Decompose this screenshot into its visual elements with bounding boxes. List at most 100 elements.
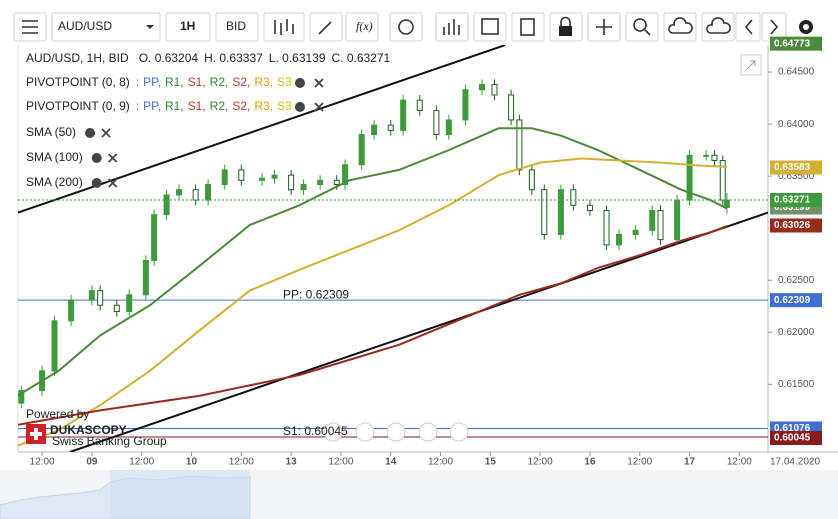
settings-icon — [91, 178, 102, 188]
candle-body — [703, 154, 710, 157]
prev-button[interactable] — [735, 12, 761, 42]
info-icon — [398, 19, 414, 35]
price-tag — [770, 218, 822, 233]
sma-legend: SMA (200) — [26, 175, 83, 189]
settings-icon — [85, 128, 96, 138]
price-tag — [770, 160, 822, 175]
candle-body — [151, 214, 158, 261]
x-tick-label: 12:00 — [30, 457, 55, 468]
chart-type-button[interactable] — [263, 12, 305, 42]
candle-body — [570, 189, 577, 206]
navigator-window[interactable] — [110, 470, 250, 519]
ohlc-open: O. 0.63204 — [139, 51, 199, 65]
volume-button[interactable] — [435, 12, 469, 42]
pivot-level: R1, — [165, 75, 184, 89]
remove-icon — [108, 178, 118, 188]
candle-body — [387, 124, 394, 131]
candle-body — [528, 169, 535, 191]
period-select[interactable] — [165, 12, 211, 42]
pivot-level: R1, — [165, 99, 184, 113]
pivot-level: R3, — [254, 99, 273, 113]
x-tick-label: 12:00 — [428, 457, 453, 468]
lock-shackle — [560, 16, 571, 26]
pivot-name: PIVOTPOINT (0, 8) — [26, 75, 130, 89]
candle-body — [259, 177, 266, 181]
level-label: S1: 0.60045 — [283, 424, 348, 438]
date-label: 17.04.2020 — [770, 457, 820, 468]
prev-icon — [744, 19, 753, 35]
reset-zoom[interactable] — [386, 422, 406, 442]
remove-icon — [314, 102, 324, 112]
pivot-level: PP, — [143, 99, 161, 113]
info-button[interactable] — [389, 12, 423, 42]
popout-icon — [745, 60, 756, 71]
candle-body — [333, 179, 340, 185]
candle-body — [205, 183, 212, 201]
report-icon — [520, 18, 535, 36]
symbol-select[interactable] — [51, 12, 161, 42]
powered-by: Powered by — [26, 407, 89, 421]
brand-tagline: Swiss Banking Group — [52, 434, 167, 448]
settings-icon — [295, 102, 305, 112]
candle-body — [479, 84, 486, 91]
scroll-left[interactable] — [323, 422, 343, 442]
x-tick-label: 12:00 — [129, 457, 154, 468]
candle-body — [400, 99, 407, 131]
upload-button[interactable] — [663, 12, 697, 42]
calendar-button[interactable] — [473, 12, 507, 42]
download-button[interactable] — [701, 12, 735, 42]
remove-icon — [314, 78, 324, 88]
ohlc-legend: AUD/USD, 1H, BID O. 0.63204 H. 0.63337 L. 0… — [26, 51, 391, 65]
pivot-level: R2, — [210, 75, 229, 89]
candle-body — [557, 189, 564, 235]
sma-line — [18, 127, 728, 397]
candle-body — [632, 229, 639, 235]
price-tag-label: 0.63583 — [774, 162, 811, 173]
candle-body — [142, 259, 149, 296]
indicators-button[interactable] — [345, 12, 379, 42]
price-tag-label: 0.60045 — [774, 433, 811, 444]
pivot-level: S1, — [188, 99, 206, 113]
brand-name: DUKASCOPY — [50, 423, 127, 437]
price-tag — [770, 36, 822, 51]
pivot-level: R3, — [254, 75, 273, 89]
calendar-icon — [481, 18, 499, 35]
zoom-in[interactable] — [418, 422, 438, 442]
pivot-level: S1, — [188, 75, 206, 89]
candle-body — [686, 154, 693, 201]
pivot-name: PIVOTPOINT (0, 9) — [26, 99, 130, 113]
x-tick-label: 12:00 — [627, 457, 652, 468]
fx-label: f(x) — [356, 19, 373, 33]
x-tick-label: 12:00 — [328, 457, 353, 468]
candle-body — [508, 94, 515, 121]
x-tick-label: 15 — [485, 457, 497, 468]
zoom-button[interactable] — [625, 12, 659, 42]
pivot-prefix: : — [136, 75, 139, 89]
toolbar: AUD/USD 1H BID f(x) — [13, 12, 813, 42]
x-tick-label: 13 — [286, 457, 298, 468]
candle-body — [51, 320, 58, 372]
candle-body — [603, 210, 610, 246]
candle-body — [649, 210, 656, 231]
sma-legend: SMA (50) — [26, 125, 76, 139]
candle-body — [300, 183, 307, 191]
download-icon — [706, 17, 731, 34]
candle-body — [342, 164, 349, 185]
price-tag-label: 0.64773 — [774, 38, 811, 49]
period: 1H — [180, 19, 195, 33]
scroll-right[interactable] — [449, 422, 469, 442]
report-button[interactable] — [511, 12, 545, 42]
candle-body — [221, 169, 228, 185]
pivot-level: S2, — [232, 75, 250, 89]
pivot-level: R2, — [210, 99, 229, 113]
zoom-out[interactable] — [355, 422, 375, 442]
candle-body — [163, 194, 170, 216]
candle-body — [586, 204, 593, 212]
pivot-legend: PIVOTPOINT (0, 9): PP, R1, S1, R2, S2, R3, S3 — [26, 99, 292, 113]
candle-body — [674, 199, 681, 241]
candle-body — [433, 110, 440, 136]
x-tick-label: 14 — [385, 457, 397, 468]
side-select[interactable] — [215, 12, 259, 42]
y-tick-label: 0.63500 — [778, 171, 815, 182]
ohlc-low: L. 0.63139 — [269, 51, 326, 65]
